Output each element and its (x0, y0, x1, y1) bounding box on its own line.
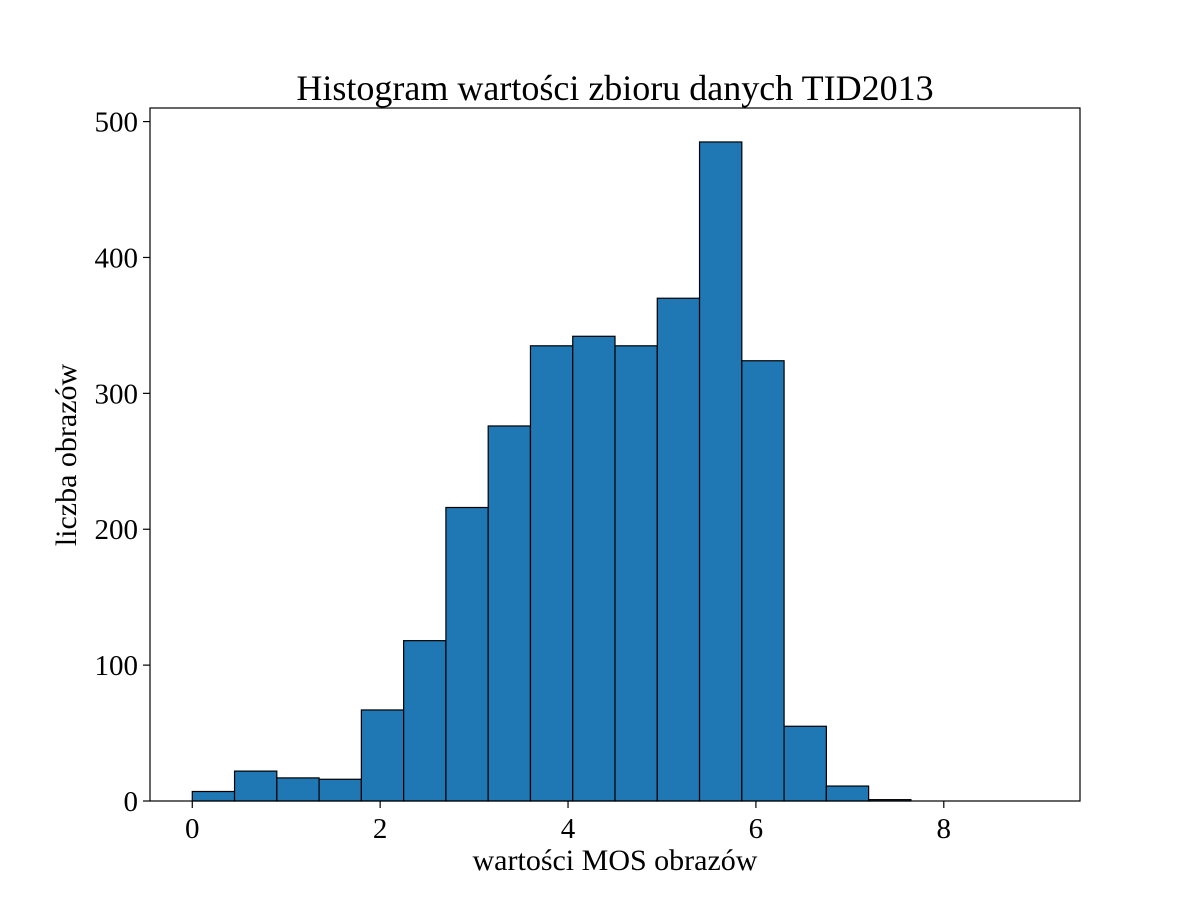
x-tick-label: 8 (937, 813, 952, 845)
y-tick-label: 200 (95, 514, 139, 546)
histogram-bar (360, 709, 405, 802)
x-axis-label: wartości MOS obrazów (473, 844, 758, 877)
histogram-bar (825, 785, 870, 802)
histogram-bar (276, 777, 320, 802)
histogram-bar (487, 425, 532, 802)
histogram-bar (614, 345, 658, 802)
plot-frame (149, 107, 1081, 802)
y-tick-label: 500 (95, 107, 139, 139)
x-tick-label: 0 (185, 813, 200, 845)
x-tick-label: 2 (373, 813, 388, 845)
histogram-bar (572, 335, 616, 802)
x-tick-label: 4 (561, 813, 576, 845)
y-tick-label: 400 (95, 242, 139, 274)
bars-group (191, 141, 912, 802)
histogram-bar (445, 506, 489, 802)
histogram-bar (783, 725, 827, 802)
x-axis: 0 2 4 6 8 (185, 801, 951, 845)
histogram-bar (318, 778, 362, 802)
histogram-bar (698, 141, 743, 802)
histogram-bar (403, 640, 447, 802)
y-axis: 0 100 200 300 400 500 (95, 107, 150, 818)
histogram-bar (233, 770, 278, 802)
y-tick-label: 100 (95, 650, 139, 682)
histogram-bar (191, 790, 236, 802)
y-axis-label: liczba obrazów (50, 363, 83, 546)
y-tick-label: 0 (124, 786, 139, 818)
histogram-bar (741, 360, 785, 802)
histogram-bar (529, 345, 574, 802)
chart-title: Histogram wartości zbioru danych TID2013 (296, 68, 933, 108)
histogram-bar (656, 297, 701, 802)
x-tick-label: 6 (749, 813, 764, 845)
y-tick-label: 300 (95, 378, 139, 410)
